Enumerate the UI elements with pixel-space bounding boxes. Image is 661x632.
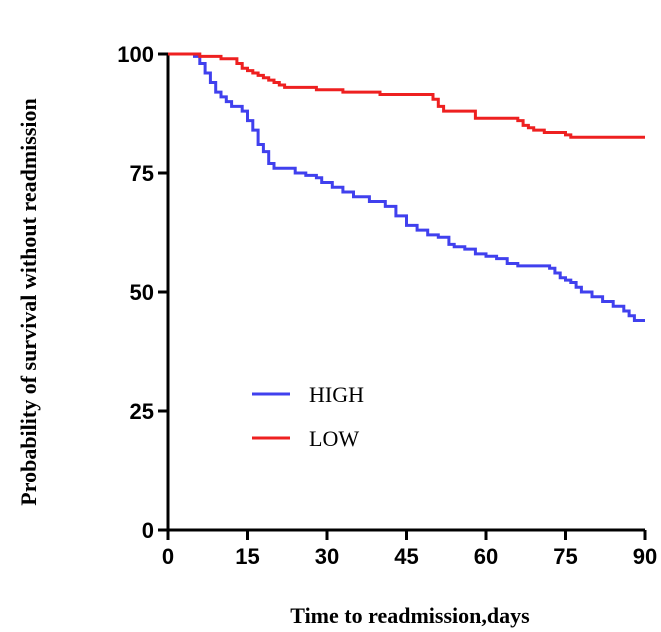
x-tick-label: 30 (315, 544, 339, 569)
x-tick-label: 45 (394, 544, 418, 569)
x-tick-label: 0 (162, 544, 174, 569)
x-tick-label: 60 (474, 544, 498, 569)
y-axis-title-group: Probability of survival without readmiss… (16, 98, 41, 505)
x-tick-label: 75 (553, 544, 577, 569)
x-tick-label: 15 (235, 544, 259, 569)
axes: 0 25 50 75 100 0 15 30 45 60 75 90 (117, 42, 657, 569)
series-line-low (168, 52, 645, 139)
legend: HIGH LOW (252, 382, 364, 451)
y-tick-label: 0 (142, 518, 154, 543)
x-axis-title: Time to readmission,days (290, 603, 530, 628)
x-tick-label: 90 (633, 544, 657, 569)
y-tick-label: 100 (117, 42, 154, 67)
y-tick-label: 25 (130, 399, 154, 424)
series-layer (168, 52, 645, 323)
legend-label-low: LOW (309, 426, 359, 451)
y-axis-title: Probability of survival without readmiss… (16, 98, 41, 505)
legend-label-high: HIGH (309, 382, 364, 407)
series-line-high (168, 52, 645, 323)
y-tick-label: 50 (130, 280, 154, 305)
y-tick-label: 75 (130, 161, 154, 186)
